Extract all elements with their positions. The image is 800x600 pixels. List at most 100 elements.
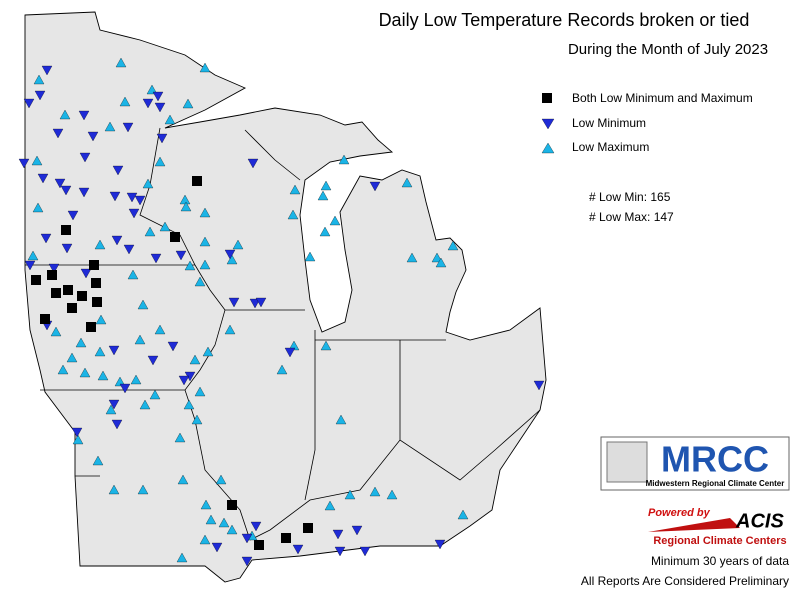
both-marker <box>67 303 77 313</box>
low-min-marker <box>175 250 187 261</box>
low-min-marker <box>533 380 545 391</box>
low-max-marker <box>182 98 194 109</box>
state-borders <box>25 127 541 541</box>
low-max-marker <box>447 240 459 251</box>
low-max-marker <box>317 190 329 201</box>
low-min-marker <box>71 427 83 438</box>
low-max-marker <box>79 367 91 378</box>
low-min-marker <box>255 297 267 308</box>
low-max-marker <box>218 517 230 528</box>
low-min-marker <box>61 243 73 254</box>
low-max-marker <box>199 207 211 218</box>
low-max-marker <box>276 364 288 375</box>
low-min-marker <box>123 244 135 255</box>
low-max-marker <box>72 434 84 445</box>
low-min-marker <box>48 263 60 274</box>
low-max-marker <box>406 252 418 263</box>
low-max-marker <box>369 486 381 497</box>
low-max-marker <box>127 269 139 280</box>
low-min-marker <box>359 546 371 557</box>
legend-label: Low Maximum <box>572 140 649 154</box>
low-max-marker <box>199 236 211 247</box>
low-min-marker <box>112 165 124 176</box>
footer-note: All Reports Are Considered Preliminary <box>581 574 789 588</box>
low-min-marker <box>178 375 190 386</box>
both-marker <box>51 288 61 298</box>
low-min-marker <box>109 191 121 202</box>
both-marker <box>91 278 101 288</box>
low-max-marker <box>200 499 212 510</box>
low-max-marker <box>199 534 211 545</box>
low-min-marker <box>23 98 35 109</box>
legend-square <box>542 93 552 103</box>
legend-label: Low Minimum <box>572 116 646 130</box>
low-min-marker <box>434 539 446 550</box>
low-min-marker <box>80 268 92 279</box>
subtitle: During the Month of July 2023 <box>568 41 768 58</box>
both-marker <box>227 500 237 510</box>
low-max-marker <box>338 154 350 165</box>
low-max-marker <box>224 324 236 335</box>
low-min-marker <box>150 253 162 264</box>
mrcc-name: Midwestern Regional Climate Center <box>646 479 785 488</box>
low-max-marker <box>137 484 149 495</box>
low-max-marker <box>31 155 43 166</box>
both-marker <box>192 176 202 186</box>
low-max-marker <box>108 484 120 495</box>
low-max-marker <box>27 250 39 261</box>
low-max-marker <box>92 455 104 466</box>
mrcc-logo-map <box>606 441 648 483</box>
low-max-marker <box>149 389 161 400</box>
low-min-marker <box>224 249 236 260</box>
low-max-marker <box>119 96 131 107</box>
low-max-marker <box>139 399 151 410</box>
low-max-marker <box>180 201 192 212</box>
low-max-marker <box>329 215 341 226</box>
low-min-marker <box>111 419 123 430</box>
low-max-marker <box>115 57 127 68</box>
low-min-marker <box>154 102 166 113</box>
low-max-marker <box>194 276 206 287</box>
low-max-marker <box>202 346 214 357</box>
low-max-marker <box>184 260 196 271</box>
low-min-marker <box>152 91 164 102</box>
mrcc-logo-text: MRCC <box>661 439 769 480</box>
low-max-marker <box>191 414 203 425</box>
low-min-marker <box>167 341 179 352</box>
low-min-marker <box>249 298 261 309</box>
low-max-marker <box>164 114 176 125</box>
low-min-marker <box>60 185 72 196</box>
both-marker <box>63 285 73 295</box>
low-max-marker <box>226 524 238 535</box>
low-min-marker <box>332 529 344 540</box>
low-max-marker <box>33 74 45 85</box>
low-max-marker <box>401 177 413 188</box>
low-max-marker <box>154 324 166 335</box>
low-max-marker <box>205 514 217 525</box>
low-min-marker <box>122 122 134 133</box>
both-marker <box>89 260 99 270</box>
low-min-marker <box>40 233 52 244</box>
both-marker <box>31 275 41 285</box>
low-max-marker <box>199 62 211 73</box>
low-max-marker <box>189 354 201 365</box>
low-max-marker <box>50 326 62 337</box>
both-marker <box>281 533 291 543</box>
low-max-marker <box>66 352 78 363</box>
low-min-marker <box>41 65 53 76</box>
low-min-marker <box>108 399 120 410</box>
low-max-marker <box>57 364 69 375</box>
both-marker <box>86 322 96 332</box>
low-max-marker <box>174 432 186 443</box>
both-marker <box>92 297 102 307</box>
low-max-marker <box>183 399 195 410</box>
both-marker <box>170 232 180 242</box>
acis-logo: ACIS <box>735 510 784 532</box>
low-max-marker <box>59 109 71 120</box>
low-max-marker <box>232 239 244 250</box>
count-low-max: # Low Max: 147 <box>589 210 674 224</box>
both-marker <box>40 314 50 324</box>
low-max-marker <box>215 474 227 485</box>
low-max-marker <box>95 314 107 325</box>
